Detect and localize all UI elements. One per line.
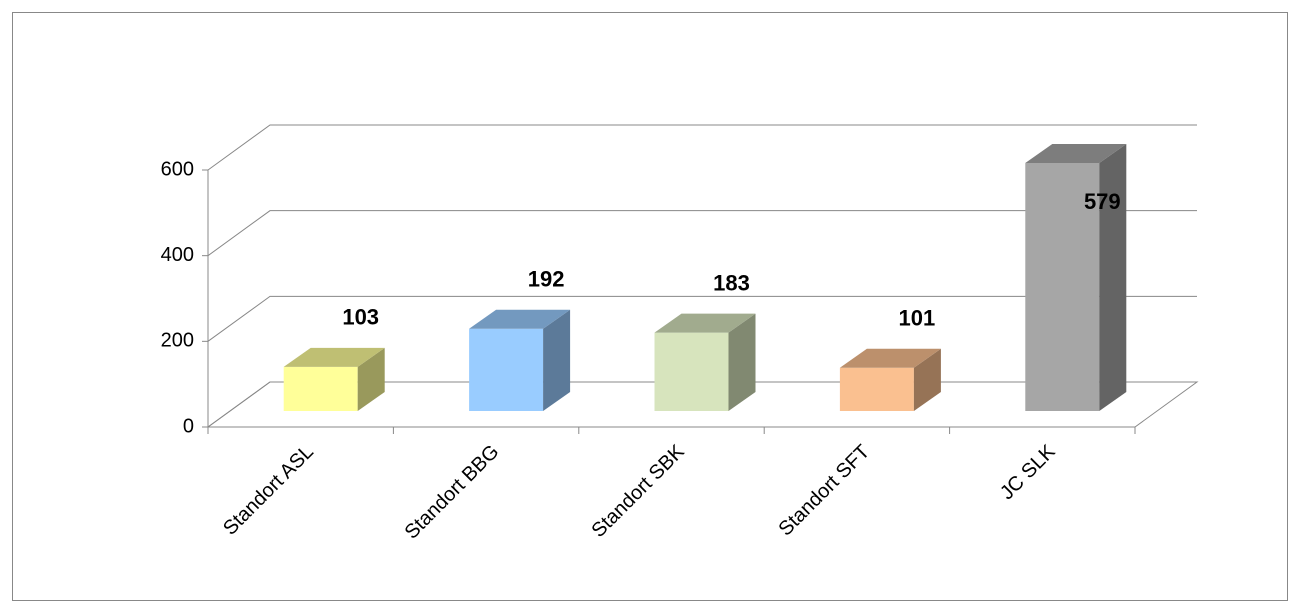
bar xyxy=(839,348,941,411)
bar-front xyxy=(839,367,914,411)
bar-front xyxy=(283,366,358,411)
bar-front xyxy=(1025,162,1100,411)
bar-top xyxy=(839,348,941,368)
bar xyxy=(469,309,571,411)
bar-top xyxy=(469,309,571,329)
bar-top xyxy=(654,313,756,333)
bar-side xyxy=(913,348,941,411)
bar-top xyxy=(1025,143,1127,163)
grid-line xyxy=(207,210,1197,257)
bar-side xyxy=(728,313,756,411)
bar xyxy=(1025,143,1127,411)
value-label: 579 xyxy=(1084,189,1121,214)
value-label: 101 xyxy=(899,306,936,331)
bar-side xyxy=(543,309,571,411)
bar xyxy=(654,313,756,411)
grid-line xyxy=(207,295,1197,342)
value-label: 183 xyxy=(713,270,750,295)
bar-front xyxy=(469,328,544,411)
bar-side xyxy=(1099,143,1127,411)
bar-front xyxy=(654,332,729,411)
y-tick-label: 200 xyxy=(161,330,194,352)
bar xyxy=(283,347,385,411)
value-label: 103 xyxy=(342,305,379,330)
bar-top xyxy=(283,347,385,367)
bar-side xyxy=(357,347,385,411)
y-tick-label: 600 xyxy=(161,158,194,180)
value-label: 192 xyxy=(528,267,565,292)
y-tick-label: 400 xyxy=(161,244,194,266)
grid-line xyxy=(207,124,1197,171)
y-tick-label: 0 xyxy=(183,415,194,437)
